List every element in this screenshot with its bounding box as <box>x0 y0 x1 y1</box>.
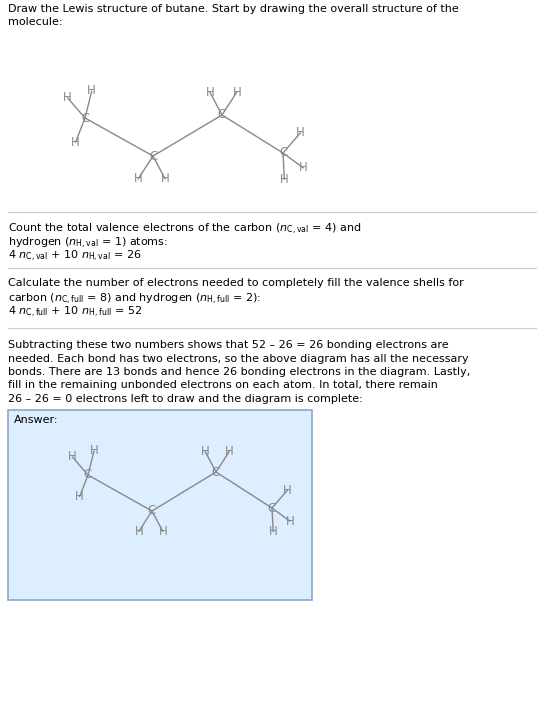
Text: C: C <box>84 469 92 481</box>
Text: 4 $n_\mathregular{C,val}$ + 10 $n_\mathregular{H,val}$ = 26: 4 $n_\mathregular{C,val}$ + 10 $n_\mathr… <box>8 249 141 264</box>
Text: Calculate the number of electrons needed to completely fill the valence shells f: Calculate the number of electrons needed… <box>8 278 463 288</box>
Text: H: H <box>63 91 72 104</box>
Text: bonds. There are 13 bonds and hence 26 bonding electrons in the diagram. Lastly,: bonds. There are 13 bonds and hence 26 b… <box>8 367 470 377</box>
Text: Subtracting these two numbers shows that 52 – 26 = 26 bonding electrons are: Subtracting these two numbers shows that… <box>8 340 449 350</box>
Text: H: H <box>299 162 307 174</box>
Text: fill in the remaining unbonded electrons on each atom. In total, there remain: fill in the remaining unbonded electrons… <box>8 381 438 390</box>
Text: H: H <box>280 173 289 186</box>
Text: H: H <box>134 525 143 538</box>
Text: H: H <box>269 525 277 538</box>
Text: H: H <box>90 445 98 457</box>
Text: C: C <box>149 150 157 162</box>
Text: H: H <box>158 525 167 538</box>
FancyBboxPatch shape <box>8 410 312 600</box>
Text: C: C <box>268 501 276 515</box>
Text: H: H <box>75 490 84 503</box>
Text: H: H <box>296 126 305 139</box>
Text: C: C <box>212 465 220 479</box>
Text: Count the total valence electrons of the carbon ($n_\mathregular{C,val}$ = 4) an: Count the total valence electrons of the… <box>8 222 361 237</box>
Text: C: C <box>218 109 226 121</box>
Text: Answer:: Answer: <box>14 415 59 425</box>
Text: C: C <box>279 147 287 160</box>
Text: H: H <box>283 484 292 496</box>
Text: H: H <box>225 445 233 458</box>
Text: 4 $n_\mathregular{C,full}$ + 10 $n_\mathregular{H,full}$ = 52: 4 $n_\mathregular{C,full}$ + 10 $n_\math… <box>8 305 142 320</box>
Text: H: H <box>201 445 209 458</box>
Text: H: H <box>286 515 294 527</box>
Text: H: H <box>206 85 214 99</box>
Text: needed. Each bond has two electrons, so the above diagram has all the necessary: needed. Each bond has two electrons, so … <box>8 354 468 364</box>
Text: H: H <box>232 85 241 99</box>
Text: Draw the Lewis structure of butane. Start by drawing the overall structure of th: Draw the Lewis structure of butane. Star… <box>8 4 459 14</box>
Text: H: H <box>68 450 77 464</box>
Text: carbon ($n_\mathregular{C,full}$ = 8) and hydrogen ($n_\mathregular{H,full}$ = 2: carbon ($n_\mathregular{C,full}$ = 8) an… <box>8 292 261 306</box>
Text: hydrogen ($n_\mathregular{H,val}$ = 1) atoms:: hydrogen ($n_\mathregular{H,val}$ = 1) a… <box>8 236 168 251</box>
Text: H: H <box>88 85 96 97</box>
Text: H: H <box>161 172 170 186</box>
Text: C: C <box>81 112 89 124</box>
Text: H: H <box>134 172 143 186</box>
Text: H: H <box>71 136 80 149</box>
Text: 26 – 26 = 0 electrons left to draw and the diagram is complete:: 26 – 26 = 0 electrons left to draw and t… <box>8 394 363 404</box>
Text: C: C <box>148 505 156 517</box>
Text: molecule:: molecule: <box>8 17 63 27</box>
